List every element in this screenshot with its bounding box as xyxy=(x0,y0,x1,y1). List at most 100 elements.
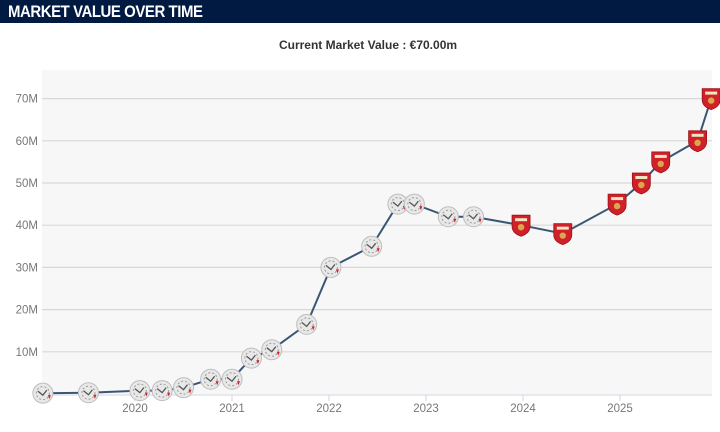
data-point-arsenal-crest[interactable] xyxy=(511,214,531,237)
crest-figure xyxy=(226,375,237,383)
section-title: MARKET VALUE OVER TIME xyxy=(8,2,203,21)
crest-figure xyxy=(468,213,479,220)
crest-ring xyxy=(244,351,259,366)
crest-accent xyxy=(215,381,219,386)
y-tick-label: 10M xyxy=(16,347,38,359)
crest-accent xyxy=(311,326,315,331)
data-point-ajax-crest[interactable] xyxy=(403,193,425,215)
crest-accent xyxy=(335,269,339,274)
data-point-ajax-crest[interactable] xyxy=(32,382,54,404)
crest-figure xyxy=(156,387,167,394)
x-tick-label: 2024 xyxy=(510,403,536,415)
crest-accent xyxy=(453,218,457,223)
crest-banner xyxy=(635,176,648,179)
x-tick-label: 2021 xyxy=(219,403,245,415)
crest-figure xyxy=(392,200,403,208)
crest-accent xyxy=(47,395,51,400)
data-point-ajax-crest[interactable] xyxy=(437,206,459,228)
crest-accent xyxy=(276,351,280,356)
x-tick-label: 2022 xyxy=(316,403,342,415)
data-point-ajax-crest[interactable] xyxy=(463,206,485,228)
cannon-icon xyxy=(657,160,664,168)
data-point-ajax-crest[interactable] xyxy=(151,380,173,402)
y-axis: 10M 20M 30M 40M 50M 60M 70M xyxy=(16,94,38,359)
data-point-arsenal-crest[interactable] xyxy=(701,88,720,111)
data-point-ajax-crest[interactable] xyxy=(173,377,194,399)
crest-ring xyxy=(225,372,239,387)
data-point-ajax-crest[interactable] xyxy=(77,382,99,404)
crest-ring xyxy=(203,372,218,387)
crest-figure xyxy=(83,389,93,396)
crest-figure xyxy=(205,375,216,383)
crest-banner xyxy=(611,197,624,201)
crest-ring xyxy=(81,385,96,400)
crest-circle-icon xyxy=(32,382,54,404)
crest-banner xyxy=(654,154,667,158)
crest-figure xyxy=(266,346,277,353)
y-tick-label: 20M xyxy=(16,305,38,317)
crest-circle-icon xyxy=(221,368,243,390)
crest-accent xyxy=(376,248,380,253)
data-point-arsenal-crest[interactable] xyxy=(607,193,627,216)
current-market-value: Current Market Value : €70.00m xyxy=(278,38,458,52)
cannon-icon xyxy=(707,97,715,104)
crest-accent xyxy=(188,389,192,394)
crest-banner xyxy=(556,226,569,230)
x-tick-label: 2023 xyxy=(413,403,439,415)
data-point-ajax-crest[interactable] xyxy=(200,368,222,390)
crest-circle-icon xyxy=(173,377,194,399)
crest-circle-icon xyxy=(463,206,485,228)
crest-circle-icon xyxy=(403,193,425,215)
crest-figure xyxy=(408,200,419,208)
crest-ring xyxy=(323,260,338,275)
crest-ring xyxy=(441,209,456,224)
crest-figure xyxy=(37,389,48,397)
crest-figure xyxy=(301,320,312,328)
crest-ring xyxy=(132,383,147,398)
data-point-ajax-crest[interactable] xyxy=(129,380,151,402)
crest-figure xyxy=(245,354,256,362)
section-header: MARKET VALUE OVER TIME xyxy=(0,0,720,23)
crest-figure xyxy=(178,384,189,391)
crest-figure xyxy=(442,213,453,220)
cannon-icon xyxy=(694,139,701,146)
y-tick-label: 70M xyxy=(16,94,38,106)
data-point-ajax-crest[interactable] xyxy=(221,368,243,390)
crest-figure xyxy=(134,387,145,394)
crest-accent xyxy=(419,206,423,211)
data-point-arsenal-crest[interactable] xyxy=(631,172,651,195)
cannon-icon xyxy=(613,202,621,210)
data-point-ajax-crest[interactable] xyxy=(320,256,342,278)
cannon-icon xyxy=(517,224,525,231)
crest-ring xyxy=(176,380,191,395)
crest-circle-icon xyxy=(261,339,283,361)
data-point-ajax-crest[interactable] xyxy=(361,235,383,257)
crest-accent xyxy=(237,381,240,386)
crest-circle-icon xyxy=(361,235,383,257)
crest-ring xyxy=(299,317,314,332)
data-point-arsenal-crest[interactable] xyxy=(553,223,573,246)
y-tick-label: 50M xyxy=(16,178,38,190)
crest-ring xyxy=(364,239,379,254)
crest-ring xyxy=(264,342,279,357)
crest-banner xyxy=(691,133,704,137)
crest-accent xyxy=(93,394,97,399)
crest-circle-icon xyxy=(320,256,342,278)
data-point-arsenal-crest[interactable] xyxy=(651,151,671,174)
cannon-icon xyxy=(638,181,645,189)
data-point-arsenal-crest[interactable] xyxy=(688,130,707,153)
data-point-ajax-crest[interactable] xyxy=(296,313,318,335)
crest-figure xyxy=(366,242,377,250)
cannon-icon xyxy=(559,232,566,239)
data-point-ajax-crest[interactable] xyxy=(240,347,262,369)
crest-accent xyxy=(478,218,482,223)
crest-ring xyxy=(407,197,422,212)
crest-figure xyxy=(325,263,336,271)
crest-ring xyxy=(35,386,50,401)
plot-area xyxy=(42,70,712,394)
data-point-ajax-crest[interactable] xyxy=(261,339,283,361)
y-tick-label: 30M xyxy=(16,262,38,274)
crest-accent xyxy=(144,392,148,397)
gridlines xyxy=(42,97,712,353)
